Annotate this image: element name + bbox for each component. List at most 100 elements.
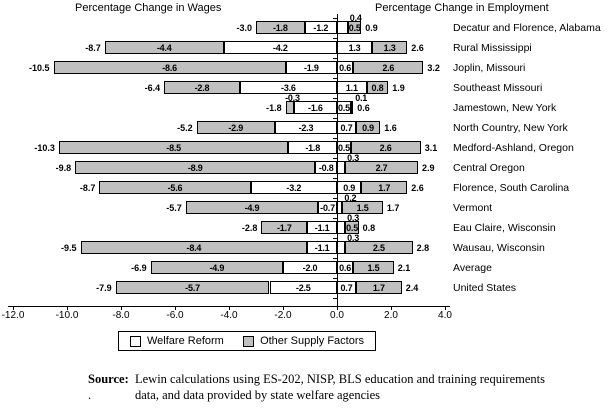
employment-other-supply-bar-label: 1.5 <box>356 202 369 213</box>
category-tick <box>333 258 338 259</box>
wages-other-supply-bar-label: -0.3 <box>285 93 300 103</box>
x-axis-tick-label: -10.0 <box>55 310 79 321</box>
wages-other-supply-bar-label: -8.4 <box>186 242 202 253</box>
wages-other-supply-bar-label: -8.9 <box>187 162 203 173</box>
employment-other-supply-bar-label: 0.5 <box>346 222 359 233</box>
wages-welfare-reform-bar-label: -0.8 <box>318 162 334 173</box>
wages-welfare-reform-bar-label: -0.7 <box>320 202 335 213</box>
wages-welfare-reform-bar: -4.2 <box>223 41 337 54</box>
employment-welfare-reform-bar-label: 0.3 <box>347 213 360 223</box>
source-line-1: Lewin calculations using ES-202, NISP, B… <box>135 372 545 386</box>
wages-other-supply-bar: -5.7 <box>115 281 270 294</box>
source-label-column: Source: . <box>88 371 135 403</box>
wages-welfare-reform-bar-label: -1.8 <box>305 142 321 153</box>
plot-area: -1.8 -1.2 0.4 0.5 -3.0 0.9 -4.4 -4.2 1.3 1.3 -8.7 2… <box>13 13 445 299</box>
chart-row: -8.9 -0.8 0.3 2.7 -9.8 2.9 <box>13 153 445 178</box>
wages-welfare-reform-bar: -1.1 <box>307 221 337 234</box>
wages-welfare-reform-bar-label: -2.5 <box>295 282 311 293</box>
employment-other-supply-bar-label: 1.7 <box>378 182 391 193</box>
wages-welfare-reform-bar-label: -3.2 <box>286 182 302 193</box>
region-label: Joplin, Missouri <box>453 62 526 74</box>
category-tick <box>333 58 338 59</box>
employment-total-label: 1.9 <box>392 82 405 93</box>
wages-welfare-reform-bar: -1.2 <box>304 21 337 34</box>
x-axis-tick <box>229 306 230 310</box>
x-axis-tick <box>391 306 392 310</box>
category-tick <box>333 78 338 79</box>
chart-row: -8.6 -1.9 0.6 2.6 -10.5 3.2 <box>13 58 445 78</box>
employment-total-label: 2.8 <box>416 242 430 253</box>
employment-other-supply-bar-label: 2.6 <box>379 142 392 153</box>
employment-other-supply-bar-label: 0.9 <box>362 122 374 133</box>
wages-welfare-reform-bar-label: -1.1 <box>314 242 330 253</box>
employment-welfare-reform-bar: 0.6 <box>337 61 354 74</box>
employment-welfare-reform-bar-label: 0.9 <box>343 182 356 193</box>
source-note: Source: . Lewin calculations using ES-20… <box>88 371 545 403</box>
wages-other-supply-bar-label: -1.7 <box>276 222 292 233</box>
employment-other-supply-bar: 0.5 <box>347 21 362 34</box>
region-label: Decatur and Florence, Alabama <box>453 22 601 34</box>
wages-other-supply-bar-label: -4.9 <box>244 202 260 213</box>
wages-other-supply-bar-label: -2.8 <box>194 82 210 93</box>
employment-welfare-reform-bar-label: 1.3 <box>348 42 361 53</box>
employment-welfare-reform-bar-label: 0.6 <box>339 62 352 73</box>
employment-welfare-reform-bar-label: 0.3 <box>347 153 360 163</box>
wages-total-label: -8.7 <box>85 42 101 53</box>
chart-row: -1.7 -1.1 0.3 0.5 -2.8 0.8 <box>13 213 445 238</box>
zero-axis-line <box>337 14 338 307</box>
wages-total-label: -10.3 <box>34 142 55 153</box>
welfare-reform-swatch-icon <box>130 335 141 347</box>
wages-welfare-reform-bar: -0.8 <box>315 161 337 174</box>
wages-other-supply-bar-label: -4.4 <box>156 42 172 53</box>
wages-other-supply-bar-label: -4.9 <box>209 262 225 273</box>
chart-row: -2.8 -3.6 1.1 0.8 -6.4 1.9 <box>13 78 445 98</box>
employment-other-supply-bar: 2.7 <box>345 161 418 174</box>
category-tick <box>333 298 338 299</box>
wages-other-supply-bar <box>285 101 294 114</box>
wages-welfare-reform-bar-label: -1.1 <box>314 222 330 233</box>
employment-welfare-reform-bar <box>337 21 348 34</box>
wages-total-label: -10.5 <box>28 62 50 73</box>
source-line-2: data, and data provided by state welfare… <box>135 388 381 402</box>
employment-other-supply-bar: 1.3 <box>372 41 408 54</box>
source-label: Source: <box>88 372 129 386</box>
wages-other-supply-bar: -5.6 <box>99 181 251 194</box>
wages-other-supply-bar-label: -1.8 <box>272 22 288 33</box>
region-label: North Country, New York <box>453 122 568 134</box>
wages-total-label: -1.8 <box>266 102 282 113</box>
employment-total-label: 1.7 <box>386 202 400 213</box>
wages-other-supply-bar: -1.7 <box>261 221 308 234</box>
employment-total-label: 3.2 <box>427 62 440 73</box>
employment-other-supply-bar-label: 2.6 <box>382 62 395 73</box>
employment-other-supply-bar-label: 0.1 <box>355 93 368 103</box>
employment-axis-title: Percentage Change in Employment <box>375 2 549 14</box>
chart-row: -4.4 -4.2 1.3 1.3 -8.7 2.6 <box>13 38 445 58</box>
region-label: Southeast Missouri <box>453 82 543 94</box>
chart-row: -1.8 -1.2 0.4 0.5 -3.0 0.9 <box>13 13 445 38</box>
chart-row: -4.9 -2.0 0.6 1.5 -6.9 2.1 <box>13 258 445 278</box>
wages-welfare-reform-bar-label: -1.6 <box>308 102 323 113</box>
wages-other-supply-bar-label: -8.5 <box>166 142 181 153</box>
employment-welfare-reform-bar <box>337 161 346 174</box>
wages-other-supply-bar: -4.9 <box>150 261 283 274</box>
wages-welfare-reform-bar-label: -1.9 <box>303 62 319 73</box>
x-axis-tick <box>121 306 122 310</box>
category-tick <box>333 18 338 19</box>
legend-label: Other Supply Factors <box>260 335 364 347</box>
wages-other-supply-bar: -8.6 <box>53 61 286 74</box>
wages-welfare-reform-bar: -1.1 <box>307 241 337 254</box>
wages-other-supply-bar: -2.8 <box>164 81 240 94</box>
x-axis-tick-label: 0.0 <box>330 310 344 321</box>
chart-row: -8.4 -1.1 0.3 2.5 -9.5 2.8 <box>13 233 445 258</box>
chart-row: -0.3 -1.6 0.5 0.1 -1.8 0.6 <box>13 93 445 118</box>
employment-total-label: 0.8 <box>362 222 376 233</box>
employment-total-label: 1.6 <box>384 122 397 133</box>
region-label: Jamestown, New York <box>453 102 557 114</box>
employment-welfare-reform-bar-label: 0.5 <box>338 102 350 113</box>
employment-other-supply-bar-label: 2.5 <box>372 242 385 253</box>
wages-welfare-reform-bar-label: -1.2 <box>313 22 329 33</box>
wages-total-label: -2.8 <box>241 222 258 233</box>
employment-welfare-reform-bar-label: 0.2 <box>344 193 357 203</box>
region-label: Wausau, Wisconsin <box>453 242 545 254</box>
region-label: Central Oregon <box>453 162 525 174</box>
